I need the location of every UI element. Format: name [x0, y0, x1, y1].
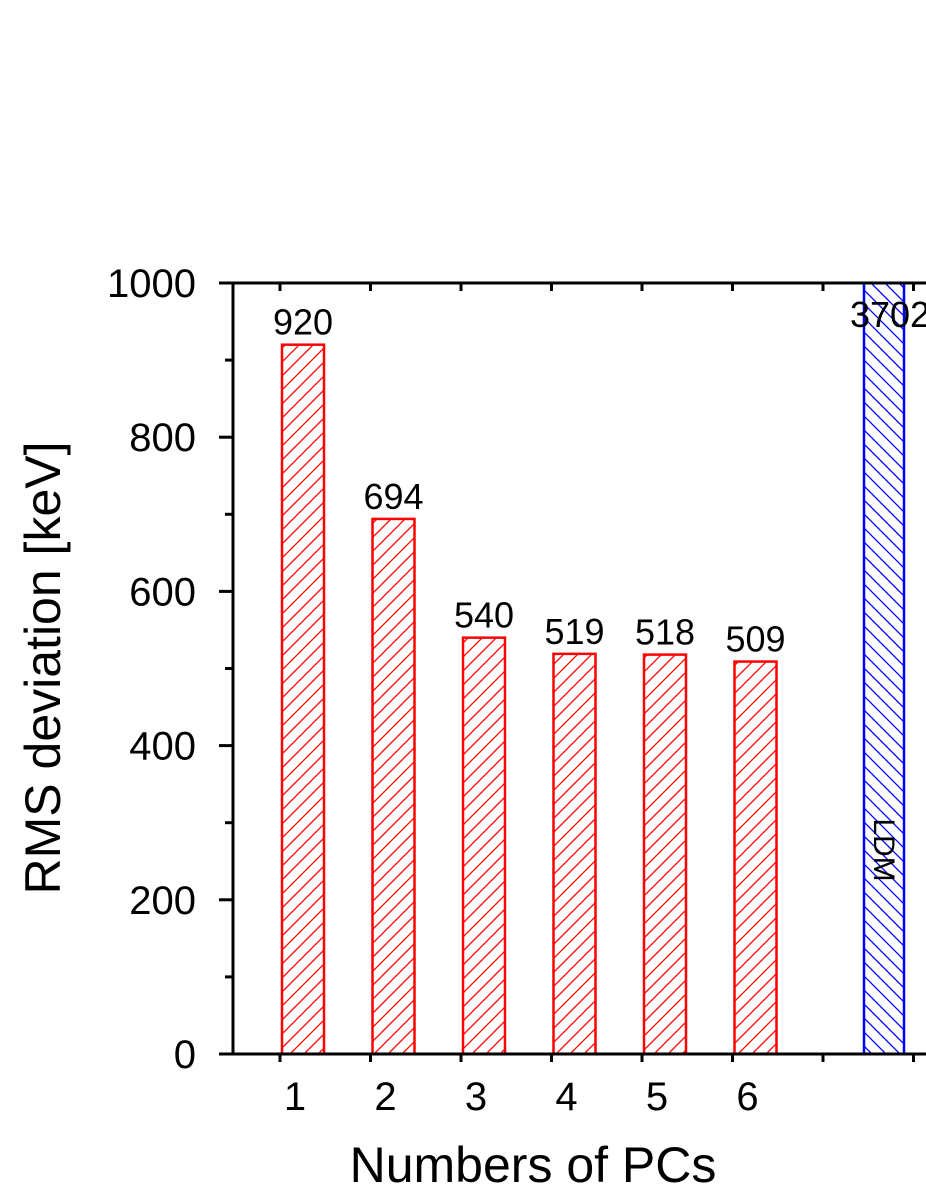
x-axis-title: Numbers of PCs [350, 1137, 717, 1193]
y-tick-label-200: 200 [129, 879, 196, 923]
bar-pc-5 [642, 653, 688, 1056]
x-tick-label-6: 6 [736, 1075, 758, 1119]
data-label-pc-4: 519 [544, 611, 604, 652]
data-label-ldm: 3702 [850, 294, 926, 335]
x-tick-label-3: 3 [465, 1075, 487, 1119]
ldm-bar-label: LDM [867, 818, 900, 881]
bar-pc-3 [461, 636, 507, 1056]
data-label-pc-1: 920 [273, 302, 333, 343]
y-tick-label-0: 0 [174, 1033, 196, 1077]
y-tick-label-800: 800 [129, 416, 196, 460]
bar-ldm [862, 283, 906, 1054]
x-tick-label-1: 1 [284, 1075, 306, 1119]
x-tick-label-5: 5 [646, 1075, 668, 1119]
bar-pc-1 [280, 343, 326, 1056]
y-tick-label-600: 600 [129, 570, 196, 614]
bar-pc-4 [552, 652, 597, 1056]
ldm-layer [862, 283, 906, 1054]
x-tick-label-2: 2 [374, 1075, 396, 1119]
bar-pc-2 [371, 517, 416, 1056]
bars-layer [280, 343, 778, 1056]
labels-layer: 920 1 694 2 540 3 519 4 518 5 509 6 3702 LDM 0 200 400 60… [107, 262, 926, 1119]
data-label-pc-6: 509 [725, 619, 785, 660]
bar-pc-6 [733, 660, 778, 1056]
axes-layer [219, 281, 926, 1062]
data-label-pc-3: 540 [454, 595, 514, 636]
y-tick-label-1000: 1000 [107, 262, 196, 306]
x-tick-label-4: 4 [555, 1075, 577, 1119]
y-axis-title: RMS deviation [keV] [15, 442, 71, 895]
data-label-pc-2: 694 [363, 476, 423, 517]
y-tick-label-400: 400 [129, 725, 196, 769]
data-label-pc-5: 518 [635, 612, 695, 653]
